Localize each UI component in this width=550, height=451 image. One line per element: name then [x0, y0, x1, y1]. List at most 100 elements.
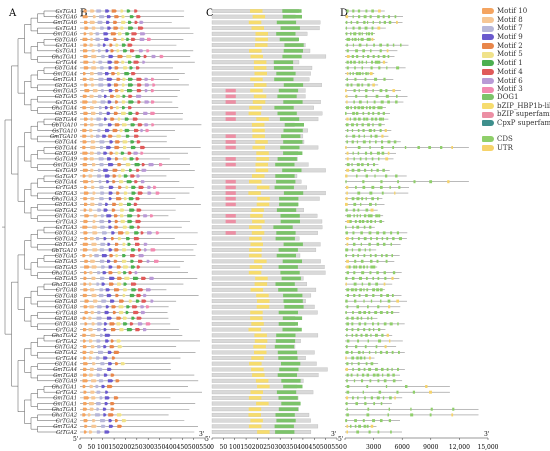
motif-mark [129, 225, 135, 229]
exon-mark [362, 129, 365, 132]
domain-mark [274, 344, 295, 349]
motif-mark [115, 43, 119, 47]
exon-mark [358, 220, 362, 223]
exon-mark [371, 60, 374, 64]
exon-mark [353, 117, 357, 121]
domain-mark [282, 9, 302, 13]
motif-mark [83, 54, 89, 59]
motif-mark [120, 362, 126, 366]
domain-mark [250, 390, 263, 394]
panel-label-a: A [8, 8, 17, 19]
exon-mark [353, 157, 355, 161]
motif-mark [135, 157, 140, 161]
domain-mark [251, 26, 264, 30]
motif-mark [90, 333, 96, 337]
motif-mark [104, 174, 111, 178]
exon-mark [346, 49, 349, 53]
domain-mark [251, 356, 264, 360]
domain-mark [281, 361, 301, 366]
domain-mark [225, 231, 236, 235]
gene-label: GsTGA5 [56, 100, 77, 106]
domain-mark [256, 185, 270, 190]
domain-mark [278, 265, 298, 269]
motif-mark [95, 384, 100, 389]
motif-mark [138, 49, 144, 53]
motif-mark [100, 419, 106, 423]
motif-mark [126, 237, 131, 241]
legend-label: bZIP_HBP1b-like [497, 101, 550, 110]
exon-mark [357, 146, 361, 149]
motif-mark [92, 15, 97, 19]
motif-mark [83, 191, 90, 195]
exon-mark [377, 111, 380, 115]
motif-legend: Motif 10 Motif 8 Motif 7 Motif 9 Motif 2 Moti… [482, 7, 527, 94]
motif-mark [97, 322, 103, 326]
motif-mark [140, 128, 144, 133]
exon-mark [404, 146, 407, 149]
motif-mark [84, 185, 88, 190]
exon-mark [377, 379, 380, 383]
protein-bar [211, 424, 319, 429]
motif-mark [122, 106, 126, 110]
domain-mark [250, 54, 263, 59]
motif-mark [136, 168, 140, 172]
motif-mark [124, 128, 130, 133]
motif-mark [96, 430, 101, 434]
exon-mark [351, 328, 354, 332]
exon-mark [354, 37, 357, 41]
exon-mark [362, 265, 365, 269]
motif-mark [123, 271, 127, 275]
gene-label: GbTGA9 [55, 379, 78, 385]
protein-bar [211, 367, 328, 372]
motif-mark [105, 288, 111, 292]
axis-c-start: 5' [205, 436, 211, 443]
motif-mark [101, 424, 106, 428]
exon-mark [345, 32, 348, 36]
axis-b-tick: 100 [97, 444, 109, 451]
motif-mark [82, 316, 87, 320]
exon-mark [375, 345, 378, 349]
exon-mark [356, 197, 360, 201]
exon-mark [376, 271, 379, 275]
protein-bar [211, 100, 321, 104]
legend-swatch [482, 86, 494, 93]
exon-mark [363, 288, 365, 292]
exon-mark [381, 373, 384, 377]
motif-mark [123, 66, 128, 70]
motif-mark [119, 328, 125, 332]
motif-mark [91, 379, 97, 383]
exon-mark [369, 248, 371, 252]
motif-mark [88, 282, 93, 286]
exon-mark [346, 117, 349, 121]
motif-mark [110, 299, 115, 303]
exon-mark [352, 254, 355, 258]
axis-d-tick: 12,000 [449, 444, 470, 451]
exon-mark [346, 362, 349, 366]
protein-bar [211, 213, 318, 218]
motif-mark [117, 424, 123, 428]
exon-mark [366, 424, 369, 428]
motif-mark [103, 168, 109, 172]
domain-mark [252, 219, 265, 224]
motif-mark [83, 43, 88, 47]
exon-mark [386, 311, 389, 314]
exon-mark [352, 242, 356, 246]
domain-mark [283, 191, 304, 195]
domain-mark [283, 242, 303, 247]
motif-mark [130, 259, 135, 263]
axis-d-tick: 9000 [423, 444, 438, 451]
exon-mark [346, 430, 348, 434]
exon-mark [360, 37, 363, 41]
domain-mark [276, 231, 296, 235]
motif-mark [112, 202, 117, 207]
exon-mark [360, 316, 363, 320]
domain-mark [249, 265, 263, 269]
motif-mark [143, 111, 149, 115]
motif-mark [83, 9, 88, 13]
motif-mark [99, 259, 106, 263]
gene-label: GmTGA1 [53, 401, 77, 407]
motif-mark [127, 151, 132, 155]
exon-mark [365, 32, 368, 36]
motif-mark [92, 163, 97, 167]
